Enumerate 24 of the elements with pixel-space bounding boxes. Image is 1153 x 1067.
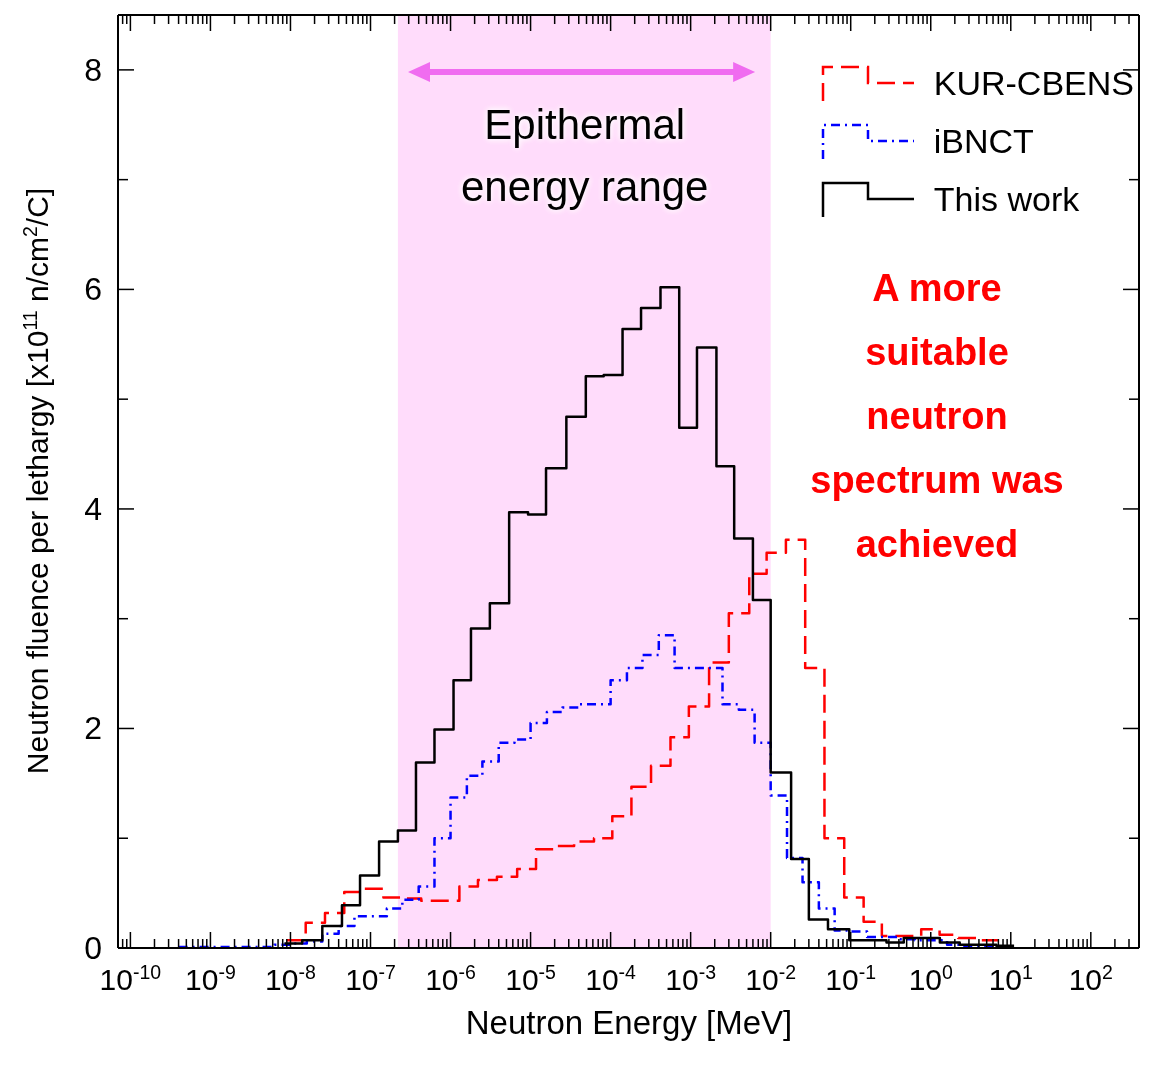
x-tick-label: 10$^{-9}$ (185, 961, 236, 996)
x-tick-label: 10$^{-2}$ (745, 961, 797, 996)
x-axis-title: Neutron Energy [MeV] (465, 1004, 793, 1041)
band-label: Epithermal energy range (459, 100, 710, 212)
x-tick-label: 10$^{0}$ (908, 961, 953, 996)
legend-label: iBNCT (933, 121, 1034, 161)
legend-label: KUR-CBENS (933, 63, 1134, 103)
y-tick-label: 4 (84, 490, 102, 527)
x-tick-label: 10$^{-1}$ (825, 961, 877, 996)
x-tick-label: 10$^{-3}$ (665, 961, 716, 996)
annotation: A more suitable neutron spectrum was achieved (809, 266, 1065, 567)
legend-label: This work (933, 179, 1080, 219)
x-tick-label: 10$^{-6}$ (425, 961, 476, 996)
x-tick-label: 10$^{-5}$ (505, 961, 557, 996)
x-tick-label: 10$^{1}$ (988, 961, 1033, 996)
x-tick-label: 10$^{-4}$ (585, 961, 637, 996)
x-tick-label: 10$^{2}$ (1068, 961, 1113, 996)
y-tick-label: 8 (84, 51, 102, 88)
y-tick-label: 0 (84, 930, 102, 966)
x-tick-label: 10$^{-7}$ (345, 961, 396, 996)
y-tick-label: 6 (84, 271, 102, 308)
x-tick-label: 10$^{-10}$ (99, 961, 162, 996)
y-tick-label: 2 (84, 710, 102, 747)
x-tick-label: 10$^{-8}$ (265, 961, 316, 996)
